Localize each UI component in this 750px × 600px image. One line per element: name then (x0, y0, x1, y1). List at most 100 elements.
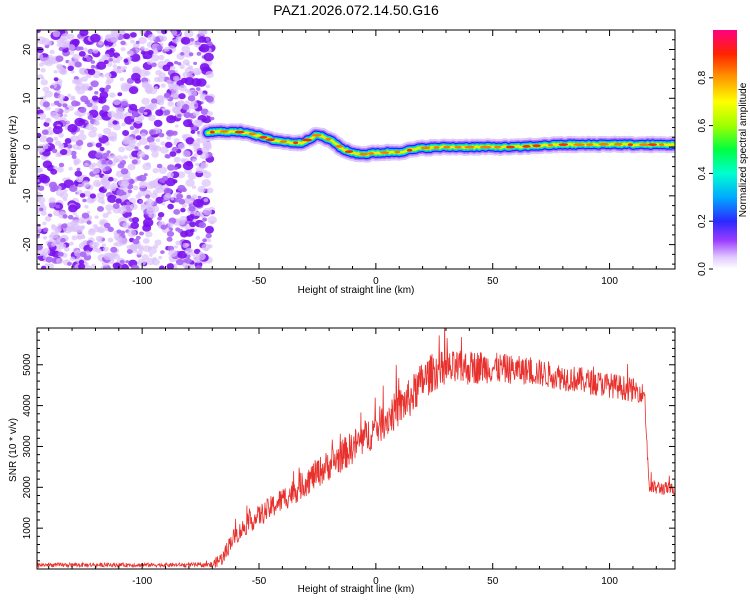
noise-dot (173, 266, 178, 269)
noise-dot (92, 224, 98, 229)
ridge-hotspot (443, 145, 451, 149)
noise-dot (60, 149, 68, 156)
noise-dot (132, 238, 140, 245)
noise-dot (94, 215, 99, 219)
noise-dot (185, 137, 195, 145)
noise-dot (158, 54, 165, 61)
noise-dot (57, 103, 62, 107)
noise-dot (206, 187, 214, 194)
noise-dot (39, 207, 44, 212)
noise-dot (107, 237, 114, 243)
noise-dot (207, 238, 212, 243)
noise-dot (185, 100, 190, 105)
noise-dot (175, 240, 182, 246)
noise-dot (71, 100, 79, 107)
noise-dot (160, 250, 165, 255)
noise-dot (172, 179, 178, 184)
colorbar-tick-label: 0.0 (697, 262, 708, 276)
noise-dot (186, 194, 192, 199)
noise-dot (147, 50, 154, 55)
noise-dot (151, 98, 158, 104)
ridge-hotspot (648, 143, 657, 147)
noise-dot (86, 220, 92, 225)
colorbar-tick-label: 0.6 (697, 118, 708, 132)
noise-dot (129, 126, 135, 130)
noise-dot (72, 219, 80, 226)
noise-dot (54, 226, 62, 233)
noise-dot (168, 249, 178, 257)
noise-dot (188, 205, 196, 212)
noise-dot (41, 57, 51, 65)
noise-dot (184, 30, 194, 38)
noise-dot (193, 41, 202, 48)
noise-dot (103, 222, 111, 229)
noise-dot (72, 247, 80, 254)
noise-dot (130, 221, 139, 229)
noise-dot (71, 235, 78, 241)
snr-xtick-label: 0 (373, 576, 379, 587)
noise-dot (147, 34, 156, 41)
noise-dot (177, 143, 186, 150)
noise-dot (44, 216, 52, 222)
noise-dot (107, 110, 116, 118)
noise-dot (102, 246, 109, 252)
noise-dot (163, 194, 171, 201)
noise-dot (46, 137, 54, 144)
noise-dot (193, 153, 199, 158)
noise-dot (120, 230, 126, 235)
noise-dot (110, 35, 119, 43)
noise-dot (48, 197, 56, 204)
noise-dot (74, 117, 85, 127)
noise-dot (51, 184, 59, 192)
noise-dot (201, 93, 206, 97)
noise-dot (93, 120, 100, 126)
colorbar-label: Normalized spectral amplitude (738, 82, 749, 217)
noise-dot (205, 37, 210, 41)
noise-dot (37, 210, 40, 214)
noise-dot (168, 227, 174, 232)
noise-dot (158, 166, 168, 174)
noise-dot (51, 224, 56, 228)
noise-dot (160, 83, 166, 88)
noise-dot (79, 106, 87, 113)
noise-dot (166, 230, 175, 237)
noise-dot (120, 100, 128, 107)
noise-dot (44, 263, 49, 267)
noise-dot (41, 155, 47, 161)
noise-dot (37, 196, 42, 202)
colorbar-tick-label: 0.4 (697, 166, 708, 180)
noise-dot (84, 162, 89, 167)
noise-dot (76, 176, 84, 183)
noise-dot (170, 197, 175, 201)
noise-dot (172, 106, 182, 114)
noise-dot (83, 265, 93, 269)
noise-dot (155, 138, 161, 143)
ridge-hotspot (493, 145, 502, 149)
noise-dot (74, 85, 81, 91)
noise-dot (166, 236, 173, 242)
noise-dot (67, 33, 75, 40)
noise-dot (137, 191, 145, 197)
noise-dot (101, 179, 111, 187)
noise-dot (177, 184, 186, 192)
snr-xtick-label: -50 (252, 576, 267, 587)
spectrogram-ylabel: Frequency (Hz) (8, 116, 19, 185)
noise-dot (118, 146, 125, 153)
noise-dot (41, 129, 49, 135)
noise-dot (130, 39, 135, 44)
noise-dot (138, 174, 147, 182)
noise-dot (75, 46, 81, 51)
noise-dot (179, 215, 188, 223)
ridge-hotspots (209, 130, 664, 156)
noise-dot (173, 75, 180, 82)
noise-dot (130, 32, 137, 38)
noise-dot (37, 132, 42, 138)
noise-dot (144, 87, 152, 94)
noise-dot (53, 77, 59, 82)
noise-dots (37, 30, 217, 269)
figure-title: PAZ1.2026.072.14.50.G16 (273, 2, 439, 18)
noise-dot (151, 258, 160, 266)
snr-series-line (37, 328, 675, 569)
noise-dot (64, 138, 72, 144)
